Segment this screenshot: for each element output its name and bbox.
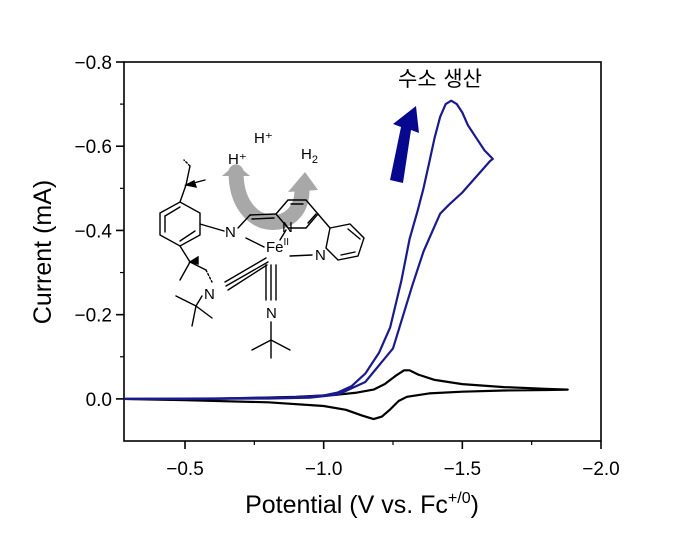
hydrogen-production-annotation: 수소 생산 (398, 67, 482, 91)
y-tick-label: −0.6 (74, 137, 112, 158)
y-tick-label: 0.0 (86, 390, 112, 411)
series-line-black (123, 369, 569, 421)
pyridine-n-label-2: N (315, 247, 326, 264)
x-tick-label: −2.0 (582, 459, 620, 480)
x-tick-label: −1.0 (305, 459, 343, 480)
nitrile-n-label-1: N (204, 286, 215, 303)
x-tick-label: −0.5 (166, 459, 204, 480)
structure-labels: H⁺ H⁺ H2 FeII N N N N N (204, 130, 326, 322)
y-tick-label: −0.2 (74, 306, 112, 327)
iron-oxidation-state: II (284, 237, 290, 248)
benzene-ring (159, 201, 201, 247)
pyridine-n-label-1: N (282, 219, 293, 236)
y-tick-label: −0.8 (74, 53, 112, 74)
series-line-blue (123, 99, 494, 400)
molecular-structure-inset (159, 159, 365, 359)
y-tick-label: −0.4 (74, 221, 112, 242)
grey-arrowhead-right-icon (288, 172, 318, 192)
plot-frame (123, 61, 602, 442)
x-axis-title: Potential (V vs. Fc+/0) (245, 490, 479, 519)
axis-ticks (116, 61, 602, 449)
axis-tick-labels: −0.5 −1.0 −1.5 −2.0 0.0 −0.2 −0.4 −0.6 −0.8 (74, 53, 619, 480)
pyridine-ring-2 (325, 223, 365, 261)
y-axis-title: Current (mA) (29, 180, 57, 324)
h2-label-subscript: 2 (312, 154, 318, 166)
grey-arrowhead-icon (222, 164, 250, 176)
data-series (123, 99, 569, 421)
h2-label: H2 (301, 146, 318, 166)
h-plus-label-right: H⁺ (254, 130, 273, 147)
iron-symbol: Fe (266, 239, 284, 256)
blue-up-arrow-icon (390, 106, 419, 183)
imine-n-label: N (225, 224, 236, 241)
h2-label-main: H (301, 146, 312, 163)
iron-label: FeII (266, 237, 289, 256)
x-axis-title-superscript: +/0 (448, 490, 471, 507)
x-tick-label: −1.5 (444, 459, 482, 480)
x-axis-title-end: ) (471, 491, 479, 519)
h-plus-label-left: H⁺ (228, 151, 247, 168)
nitrile-n-label-2: N (266, 305, 277, 322)
